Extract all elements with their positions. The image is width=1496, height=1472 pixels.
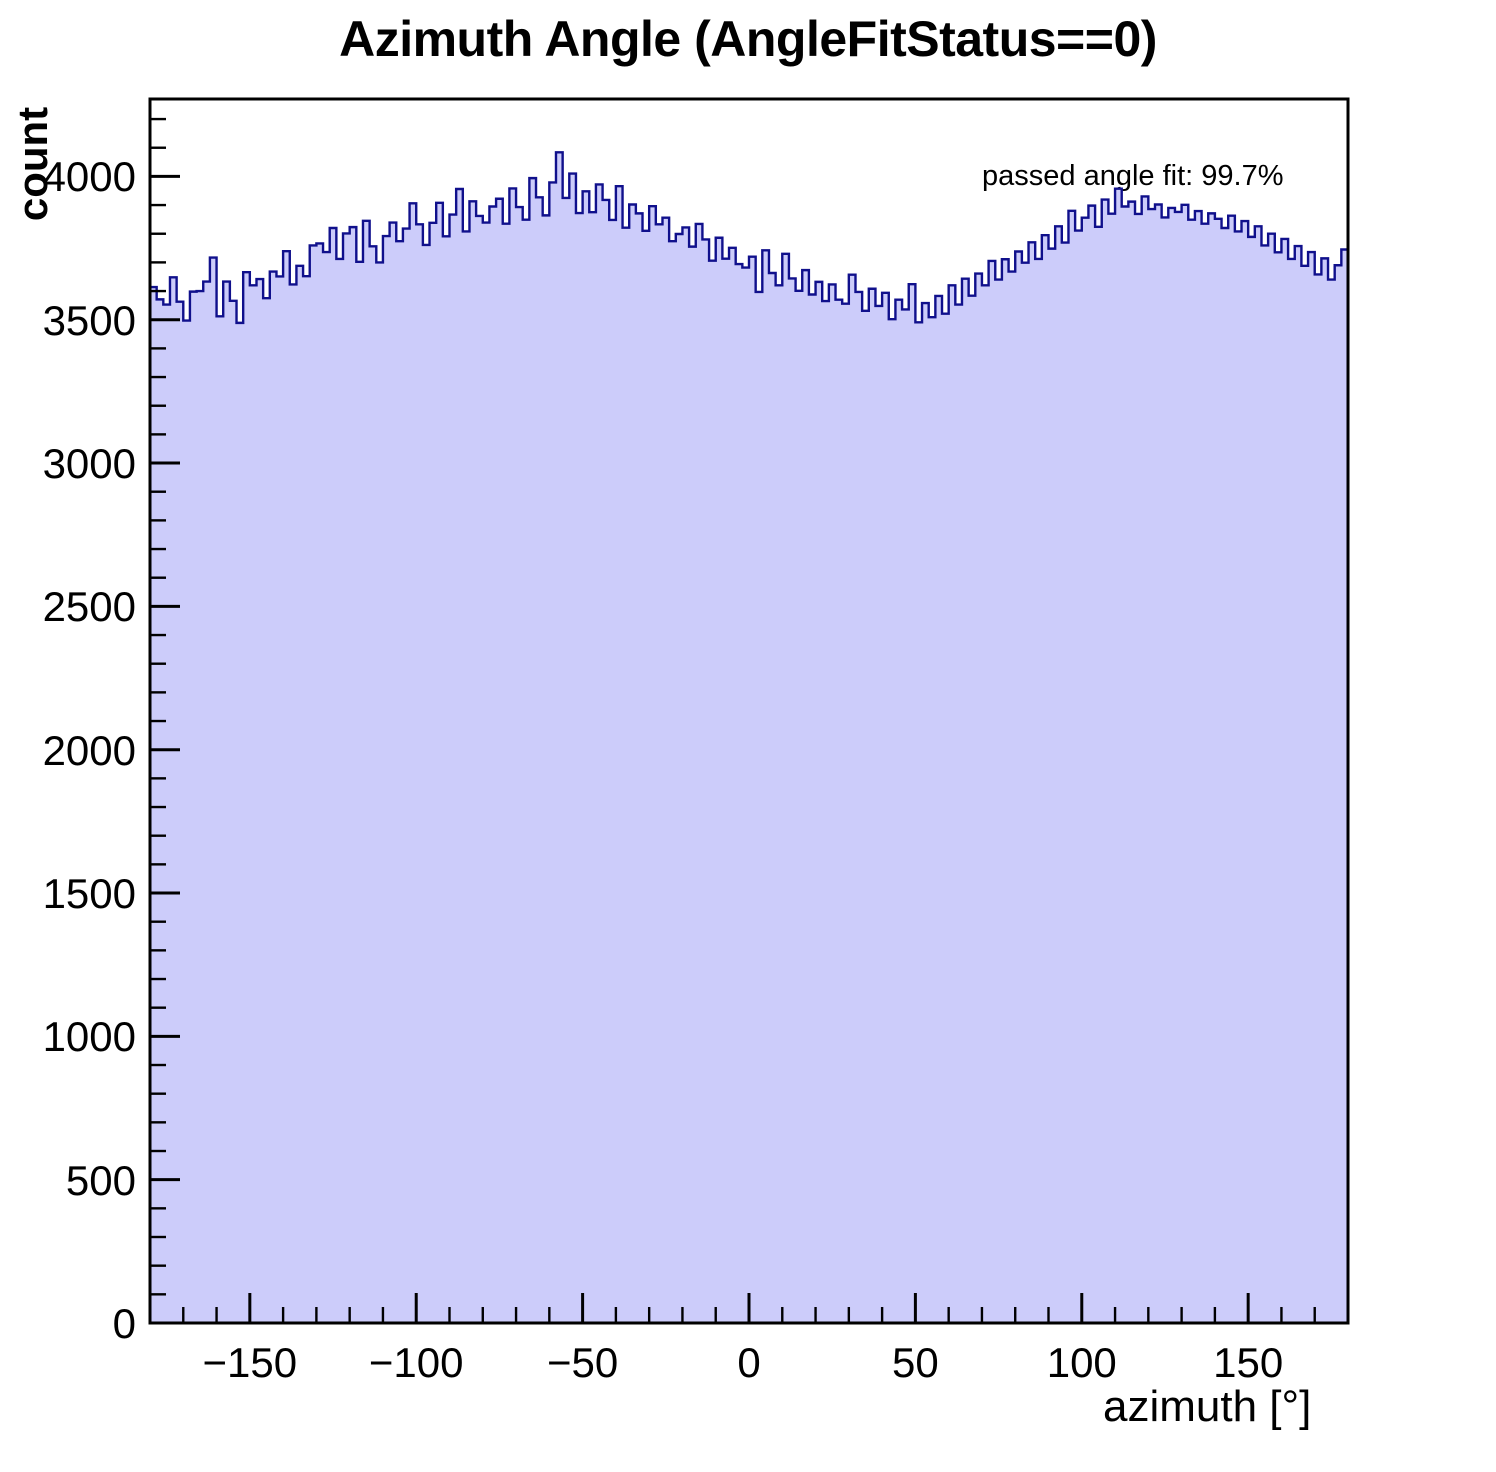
y-axis-tick-label: 0	[112, 1300, 136, 1347]
x-axis-tick-label: −100	[368, 1339, 464, 1386]
x-axis-tick-label: 50	[892, 1339, 939, 1386]
histogram-outline	[150, 151, 1348, 325]
x-axis-tick-label: 150	[1213, 1339, 1284, 1386]
x-axis-title: azimuth [°]	[1103, 1382, 1312, 1431]
x-axis-tick-label: 100	[1046, 1339, 1117, 1386]
passed-angle-fit-annotation: passed angle fit: 99.7%	[982, 160, 1284, 192]
y-axis-tick-label: 1500	[42, 870, 136, 918]
histogram-fill	[150, 152, 1348, 1323]
y-axis-tick-label: 4000	[42, 153, 136, 201]
y-axis-tick-label: 1000	[42, 1013, 136, 1061]
y-axis-tick-label: 500	[65, 1156, 136, 1204]
x-axis-tick-label: −50	[546, 1339, 619, 1386]
page-title: Azimuth Angle (AngleFitStatus==0)	[339, 11, 1157, 67]
y-axis-tick-label: 2500	[42, 583, 136, 631]
y-axis-tick-label: 2000	[42, 726, 136, 774]
x-axis-tick-label: 0	[737, 1339, 761, 1386]
x-axis-tick-label: −150	[202, 1339, 298, 1386]
y-axis-tick-label: 3000	[42, 440, 136, 488]
y-axis-tick-label: 3500	[42, 296, 136, 344]
